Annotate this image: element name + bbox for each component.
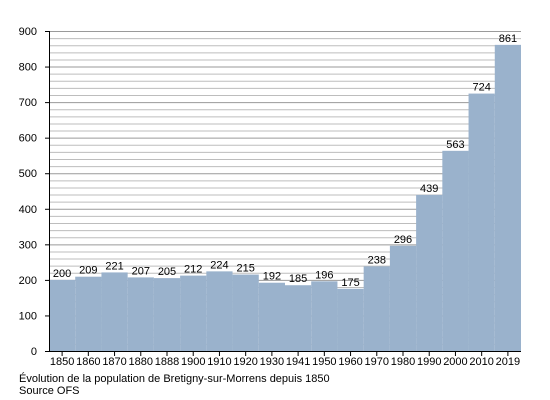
bar-1880 <box>127 277 154 351</box>
x-tick-label-1910: 1910 <box>207 356 231 368</box>
x-tick-label-1870: 1870 <box>102 356 126 368</box>
x-tick-label-1900: 1900 <box>181 356 205 368</box>
bar-1910 <box>206 271 233 351</box>
x-tick-label-1980: 1980 <box>391 356 415 368</box>
bar-1930 <box>258 282 285 351</box>
bar-1980 <box>389 245 417 351</box>
data-label-1860: 209 <box>79 265 97 277</box>
data-label-1950: 196 <box>315 269 333 281</box>
data-label-1888: 205 <box>158 266 176 278</box>
x-tick-label-1990: 1990 <box>417 356 441 368</box>
x-tick-label-1888: 1888 <box>155 356 179 368</box>
data-label-1880: 207 <box>132 265 150 277</box>
data-label-2000: 563 <box>446 139 464 151</box>
bar-1970 <box>363 266 390 351</box>
x-tick-label-1930: 1930 <box>260 356 284 368</box>
bar-1870 <box>101 272 128 351</box>
bar-2010 <box>468 93 495 352</box>
y-tick-label-800: 800 <box>19 62 37 74</box>
chart-caption: Évolution de la population de Bretigny-s… <box>19 373 330 385</box>
bar-1860 <box>75 276 102 351</box>
data-labels: 200 209 221 207 205 212 224 215 192 185 196 175 238 2… <box>53 33 517 289</box>
bar-2019 <box>494 44 521 351</box>
y-tick-label-400: 400 <box>19 204 37 216</box>
bar-1990 <box>416 194 443 351</box>
bar-1920 <box>232 274 259 351</box>
data-label-2019: 861 <box>499 33 517 45</box>
data-label-1920: 215 <box>236 263 254 275</box>
x-tick-label-2010: 2010 <box>469 356 493 368</box>
bar-1941 <box>285 285 312 351</box>
y-tick-label-500: 500 <box>19 168 37 180</box>
x-tick-label-1920: 1920 <box>233 356 257 368</box>
bar-1950 <box>311 281 338 351</box>
data-label-1930: 192 <box>263 271 281 283</box>
x-tick-label-1970: 1970 <box>365 356 389 368</box>
data-label-1900: 212 <box>184 264 202 276</box>
bar-1900 <box>180 275 207 351</box>
x-tick-label-1880: 1880 <box>129 356 153 368</box>
data-label-2010: 724 <box>472 82 490 94</box>
data-label-1960: 175 <box>341 277 359 289</box>
y-tick-label-100: 100 <box>19 310 37 322</box>
x-tick-label-1941: 1941 <box>286 356 310 368</box>
data-label-1990: 439 <box>420 183 438 195</box>
data-label-1970: 238 <box>368 254 386 266</box>
y-tick-label-0: 0 <box>31 346 37 358</box>
x-tick-label-1950: 1950 <box>312 356 336 368</box>
x-tick-label-2000: 2000 <box>443 356 467 368</box>
data-label-1910: 224 <box>210 259 228 271</box>
bar-1850 <box>49 279 76 351</box>
data-label-1850: 200 <box>53 268 71 280</box>
bar-1960 <box>337 288 364 351</box>
y-tick-label-600: 600 <box>19 133 37 145</box>
y-tick-label-900: 900 <box>19 26 37 38</box>
bar-2000 <box>442 150 469 351</box>
data-label-1941: 185 <box>289 273 307 285</box>
y-tick-label-300: 300 <box>19 239 37 251</box>
chart-source: Source OFS <box>19 385 80 397</box>
x-tick-label-1860: 1860 <box>76 356 100 368</box>
y-tick-label-200: 200 <box>19 275 37 287</box>
data-label-1870: 221 <box>105 260 123 272</box>
bar-1888 <box>153 278 181 351</box>
x-tick-label-1960: 1960 <box>338 356 362 368</box>
x-tick-label-2019: 2019 <box>496 356 520 368</box>
axes: 0 100 200 300 400 500 600 700 800 900 1850 1860 1870… <box>19 26 521 368</box>
data-label-1980: 296 <box>394 234 412 246</box>
y-tick-label-700: 700 <box>19 97 37 109</box>
x-tick-label-1850: 1850 <box>50 356 74 368</box>
bars <box>49 44 521 352</box>
